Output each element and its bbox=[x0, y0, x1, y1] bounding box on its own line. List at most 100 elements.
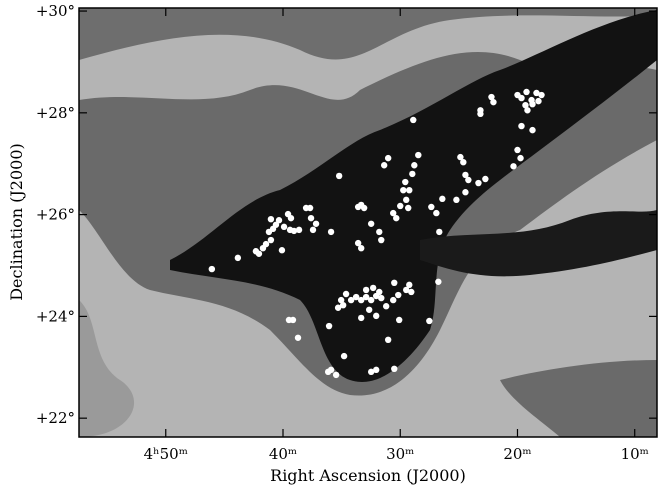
point bbox=[403, 286, 410, 294]
point bbox=[409, 170, 416, 178]
point bbox=[367, 220, 375, 227]
point bbox=[312, 220, 320, 227]
point bbox=[435, 278, 442, 285]
point bbox=[460, 158, 467, 166]
point bbox=[518, 122, 525, 130]
point bbox=[208, 265, 216, 273]
y-tick-label: +24° bbox=[36, 307, 75, 325]
point bbox=[529, 100, 536, 108]
point bbox=[391, 365, 398, 373]
point bbox=[378, 236, 385, 244]
point bbox=[267, 236, 275, 244]
point bbox=[384, 154, 392, 162]
point bbox=[518, 94, 525, 102]
point bbox=[436, 228, 443, 236]
x-tick-label: 4ʰ50ᵐ bbox=[144, 445, 188, 463]
point bbox=[380, 162, 388, 169]
point bbox=[462, 171, 469, 179]
y-tick-label: +26° bbox=[36, 206, 75, 224]
point bbox=[538, 91, 545, 99]
point bbox=[391, 279, 398, 287]
point bbox=[360, 204, 368, 212]
point bbox=[324, 368, 332, 376]
point bbox=[337, 296, 345, 304]
point bbox=[358, 314, 365, 322]
point bbox=[255, 250, 263, 257]
point bbox=[433, 209, 440, 217]
point bbox=[289, 316, 297, 324]
point bbox=[529, 126, 536, 134]
point bbox=[342, 290, 350, 298]
point bbox=[457, 153, 464, 161]
point bbox=[340, 352, 348, 360]
point bbox=[393, 214, 400, 222]
point bbox=[488, 93, 495, 101]
extinction-map bbox=[79, 8, 657, 437]
point bbox=[367, 296, 375, 304]
point bbox=[262, 240, 270, 248]
point bbox=[354, 239, 362, 247]
point bbox=[406, 186, 413, 194]
point bbox=[390, 296, 397, 304]
point bbox=[280, 223, 288, 231]
point bbox=[365, 306, 373, 313]
point bbox=[332, 371, 340, 379]
point bbox=[278, 247, 286, 254]
y-tick-label: +28° bbox=[36, 104, 75, 122]
x-tick-label: 40ᵐ bbox=[269, 445, 297, 463]
point bbox=[406, 281, 413, 289]
point bbox=[533, 89, 540, 97]
point bbox=[307, 214, 315, 222]
point bbox=[362, 286, 370, 294]
point bbox=[272, 221, 280, 228]
point bbox=[294, 334, 302, 341]
point bbox=[490, 98, 497, 106]
point bbox=[510, 163, 517, 170]
point bbox=[309, 226, 317, 234]
point bbox=[395, 291, 402, 299]
x-tick-label: 20ᵐ bbox=[503, 445, 531, 463]
point bbox=[352, 293, 360, 301]
point bbox=[522, 101, 529, 109]
point bbox=[395, 316, 403, 324]
point bbox=[327, 228, 335, 236]
point bbox=[439, 195, 446, 203]
point bbox=[400, 186, 407, 194]
point bbox=[426, 317, 433, 325]
point bbox=[382, 303, 390, 310]
plot-frame bbox=[78, 7, 658, 438]
point bbox=[373, 312, 380, 320]
point bbox=[465, 176, 472, 184]
point bbox=[358, 244, 365, 252]
y-tick-label: +22° bbox=[36, 409, 75, 427]
x-tick-label: 30ᵐ bbox=[386, 445, 414, 463]
point bbox=[482, 175, 489, 183]
point bbox=[428, 203, 435, 211]
point bbox=[287, 214, 295, 222]
point bbox=[477, 110, 484, 118]
point bbox=[335, 172, 343, 180]
point bbox=[376, 228, 383, 236]
point bbox=[339, 301, 347, 309]
point bbox=[390, 209, 397, 217]
point bbox=[405, 204, 412, 212]
point bbox=[410, 116, 417, 124]
point bbox=[369, 284, 377, 292]
point bbox=[475, 179, 482, 187]
point bbox=[275, 217, 283, 224]
point bbox=[397, 202, 404, 210]
point bbox=[411, 162, 418, 169]
point bbox=[267, 215, 275, 223]
x-tick-label: 10ᵐ bbox=[621, 445, 649, 463]
point bbox=[362, 293, 370, 301]
point bbox=[325, 322, 333, 330]
point bbox=[306, 204, 314, 212]
point bbox=[514, 146, 521, 154]
point bbox=[453, 196, 460, 204]
point bbox=[415, 151, 422, 159]
point bbox=[378, 294, 385, 302]
point bbox=[334, 304, 342, 311]
point bbox=[535, 97, 542, 105]
point bbox=[524, 107, 531, 114]
